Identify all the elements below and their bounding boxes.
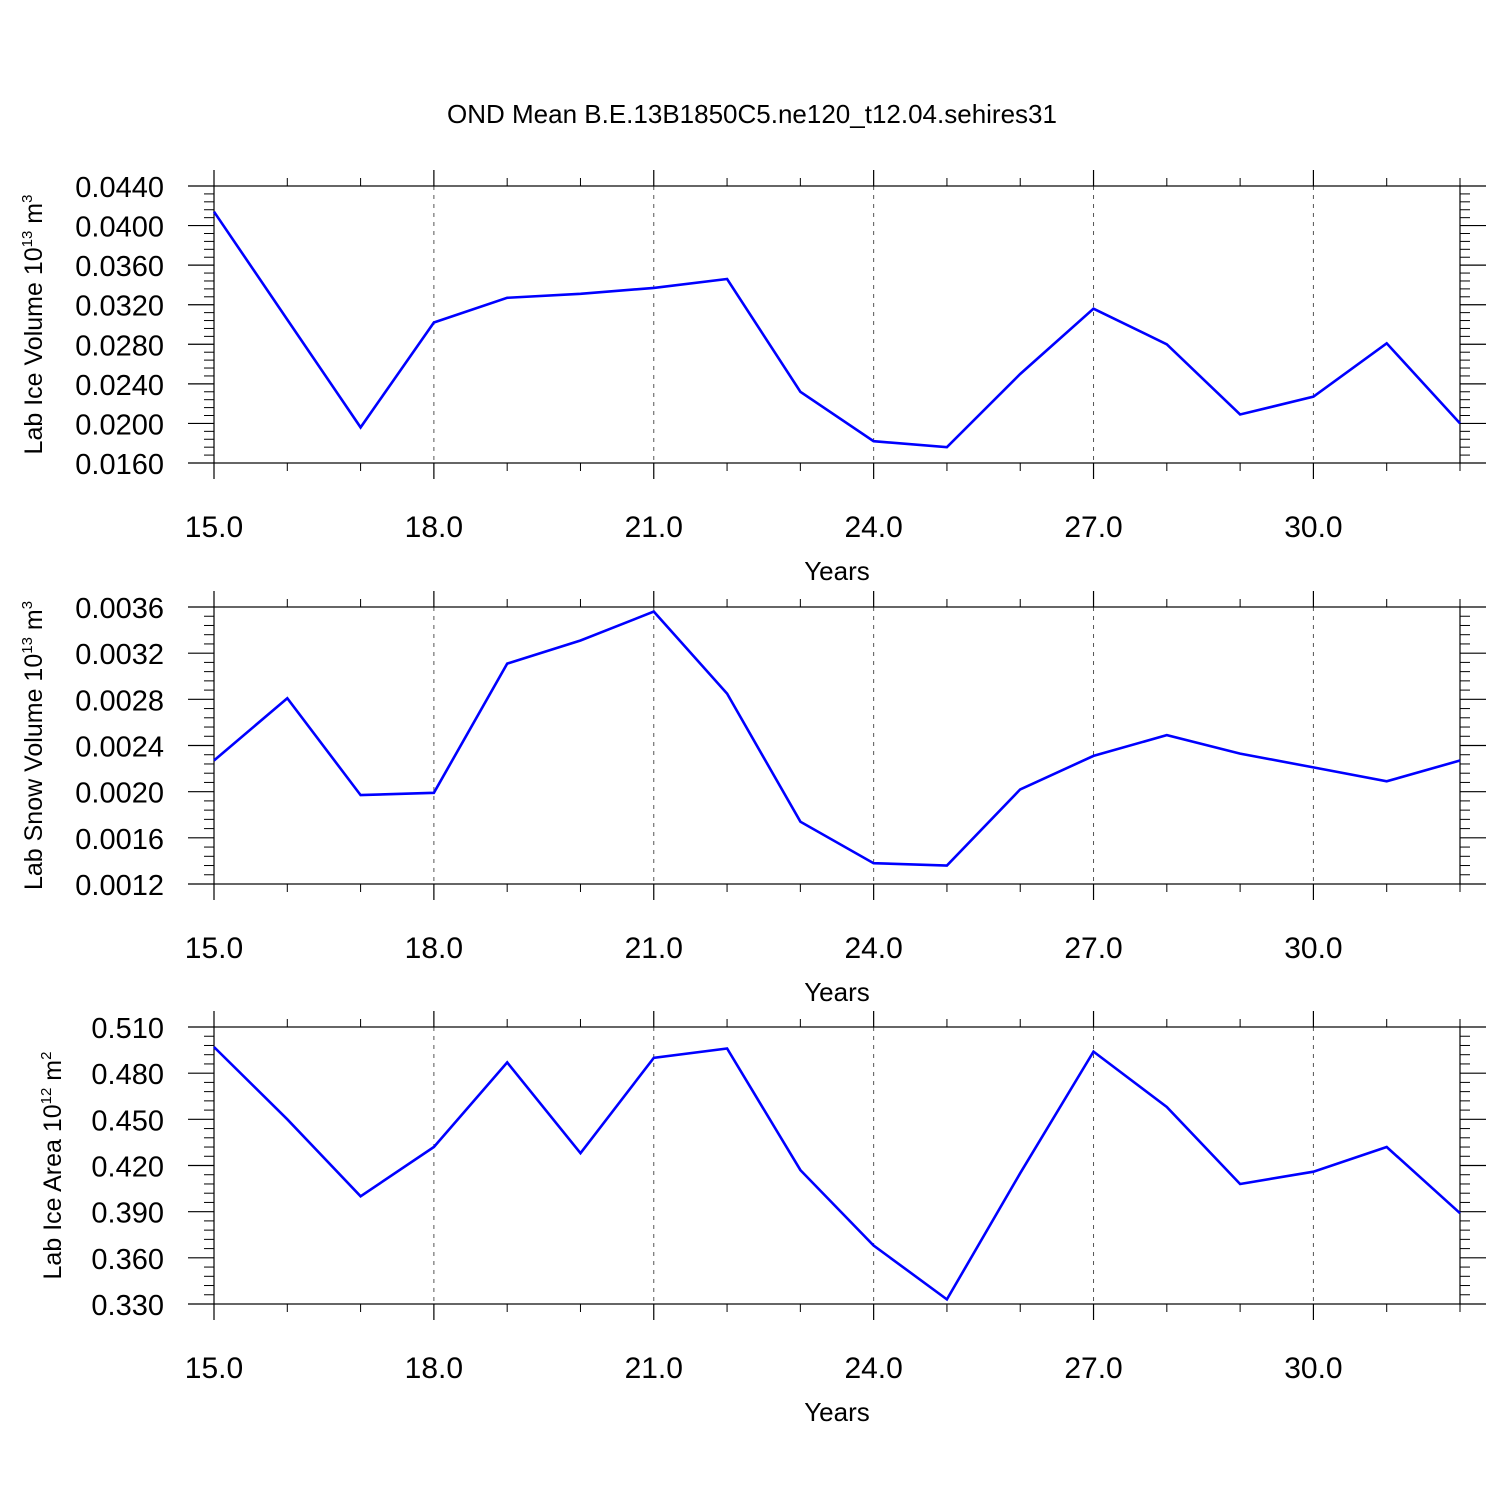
x-tick-label: 24.0	[844, 511, 902, 544]
x-tick-label: 27.0	[1064, 932, 1122, 965]
x-axis-label: Years	[804, 1397, 870, 1427]
y-tick-label: 0.0360	[75, 251, 164, 283]
y-axis-label: Lab Ice Area 1012 m2	[38, 1052, 67, 1280]
plot-frame	[213, 1026, 1461, 1305]
x-tick-label: 24.0	[844, 932, 902, 965]
x-tick-label: 21.0	[625, 1352, 683, 1385]
x-tick-label: 15.0	[185, 932, 243, 965]
y-tick-label: 0.0032	[75, 639, 164, 671]
x-tick-label: 30.0	[1284, 511, 1342, 544]
y-tick-label: 0.0028	[75, 685, 164, 717]
y-tick-label: 0.0024	[75, 732, 164, 764]
y-axis-label: Lab Ice Volume 1013 m3	[19, 195, 48, 455]
y-tick-label: 0.0240	[75, 370, 164, 402]
y-tick-label: 0.480	[91, 1059, 164, 1091]
chart-title: OND Mean B.E.13B1850C5.ne120_t12.04.sehi…	[447, 99, 1057, 129]
y-tick-label: 0.450	[91, 1105, 164, 1137]
x-tick-label: 21.0	[625, 932, 683, 965]
x-tick-label: 21.0	[625, 511, 683, 544]
x-tick-label: 15.0	[185, 1352, 243, 1385]
y-tick-label: 0.390	[91, 1198, 164, 1230]
y-tick-label: 0.0400	[75, 212, 164, 244]
series-line	[213, 610, 1461, 867]
y-tick-label: 0.510	[91, 1013, 164, 1045]
y-tick-label: 0.0012	[75, 870, 164, 902]
chart-panel-3: 15.0 18.0 21.0 24.0 27.0 30.0 0.330 0.360 0.390 0…	[38, 1011, 1486, 1427]
x-tick-label: 18.0	[405, 1352, 463, 1385]
y-axis-label: Lab Snow Volume 1013 m3	[19, 601, 48, 890]
series-line	[212, 210, 1461, 449]
x-tick-label: 15.0	[185, 511, 243, 544]
chart-panel-1: 15.0 18.0 21.0 24.0 27.0 30.0 0.0160 0.0200 0.02…	[19, 170, 1486, 586]
x-tick-label: 24.0	[844, 1352, 902, 1385]
x-tick-label: 27.0	[1064, 1352, 1122, 1385]
y-tick-label: 0.0036	[75, 593, 164, 625]
x-tick-label: 18.0	[405, 511, 463, 544]
series-line	[213, 1046, 1461, 1302]
y-tick-label: 0.420	[91, 1152, 164, 1184]
y-tick-label: 0.0280	[75, 330, 164, 362]
plot-frame	[213, 185, 1461, 464]
y-tick-label: 0.0200	[75, 409, 164, 441]
y-tick-label: 0.0320	[75, 291, 164, 323]
chart-panel-2: 15.0 18.0 21.0 24.0 27.0 30.0 0.0012 0.0016 0.00…	[19, 591, 1486, 1007]
y-tick-label: 0.0020	[75, 778, 164, 810]
y-tick-label: 0.360	[91, 1244, 164, 1276]
x-tick-label: 27.0	[1064, 511, 1122, 544]
x-tick-label: 30.0	[1284, 932, 1342, 965]
x-axis-label: Years	[804, 977, 870, 1007]
x-axis-label: Years	[804, 556, 870, 586]
y-tick-label: 0.0016	[75, 824, 164, 856]
x-tick-label: 18.0	[405, 932, 463, 965]
x-tick-label: 30.0	[1284, 1352, 1342, 1385]
y-tick-label: 0.330	[91, 1290, 164, 1322]
y-tick-label: 0.0160	[75, 449, 164, 481]
y-tick-label: 0.0440	[75, 172, 164, 204]
panels: 15.0 18.0 21.0 24.0 27.0 30.0 0.0160 0.0200 0.02…	[19, 170, 1486, 1427]
